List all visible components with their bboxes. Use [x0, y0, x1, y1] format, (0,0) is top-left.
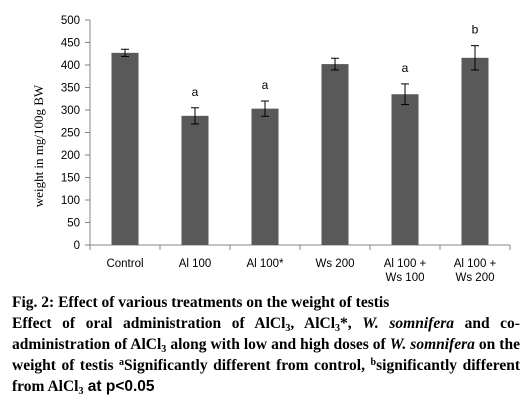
caption-subscript: 3 — [285, 323, 291, 334]
caption-superscript: a — [119, 357, 125, 368]
y-tick-label: 200 — [61, 150, 80, 162]
caption-text: significantly different from AlCl — [12, 357, 521, 395]
x-tick-label: Control — [106, 258, 143, 270]
y-tick-label: 50 — [67, 218, 80, 230]
y-tick-label: 500 — [61, 15, 80, 27]
x-tick-label-line: Al 100 — [179, 258, 212, 270]
caption-text: on the weight of testis — [12, 336, 520, 374]
caption-body: Effect of oral administration of AlCl3, … — [12, 313, 520, 397]
caption-text: , AlCl — [290, 315, 336, 332]
figure-title: Effect of various treatments on the weig… — [58, 294, 390, 311]
caption-species-name: W. somnifera — [362, 315, 454, 332]
y-tick-label: 450 — [61, 38, 80, 50]
caption-species-name: W. somnifera — [389, 336, 475, 353]
significance-label: a — [262, 78, 269, 92]
caption-text: *, — [340, 315, 363, 332]
significance-label: a — [192, 85, 199, 99]
bar — [251, 108, 279, 246]
caption-text: Significantly different from control, — [124, 357, 371, 374]
caption-superscript: b — [370, 357, 377, 368]
bar — [391, 94, 419, 245]
x-tick-label: Al 100 + Ws 100 — [384, 258, 427, 284]
y-tick-label: 400 — [61, 60, 80, 72]
significance-label: b — [472, 23, 479, 37]
bar — [461, 57, 489, 245]
bar — [321, 64, 349, 245]
significance-label: a — [402, 61, 409, 75]
x-tick-label: Ws 200 — [316, 258, 355, 270]
bar — [181, 115, 209, 245]
y-tick-label: 350 — [61, 83, 80, 95]
caption-text: at p<0.05 — [83, 378, 155, 395]
y-tick-label: 100 — [61, 195, 80, 207]
caption-text: along with low and high doses of — [166, 336, 390, 353]
x-tick-label-line: Al 100 + — [454, 258, 497, 270]
x-tick-label-line: Ws 200 — [316, 258, 355, 270]
y-axis-label: weight in mg/100g BW — [31, 84, 46, 207]
caption-subscript: 3 — [335, 323, 341, 334]
x-tick-label-line: Al 100 + — [384, 258, 427, 270]
x-tick-label-line: Ws 200 — [456, 272, 495, 284]
x-tick-label-line: Ws 100 — [386, 272, 425, 284]
bar — [111, 52, 139, 245]
y-tick-label: 300 — [61, 105, 80, 117]
plot-area: 0 50 100 150 200 250 300 350 400 450 500 Control a Al… — [61, 15, 511, 284]
bar-chart: 0 50 100 150 200 250 300 350 400 450 500 Control a Al… — [31, 15, 511, 284]
figure-caption: Fig. 2: Effect of various treatments on … — [12, 292, 520, 397]
x-tick-label-line: Control — [106, 258, 143, 270]
caption-text: Effect of oral administration of AlCl — [12, 315, 286, 332]
caption-text: and co-administration of AlCl — [12, 315, 520, 353]
y-tick-label: 150 — [61, 173, 80, 185]
x-tick-label: Al 100 — [179, 258, 212, 270]
caption-subscript: 3 — [161, 344, 167, 355]
caption-title-line: Fig. 2: Effect of various treatments on … — [12, 292, 520, 313]
x-tick-label: Al 100* — [246, 258, 284, 270]
x-tick-label: Al 100 + Ws 200 — [454, 258, 497, 284]
figure-label: Fig. 2: — [12, 294, 55, 311]
x-tick-label-line: Al 100* — [246, 258, 284, 270]
y-tick-label: 0 — [74, 240, 80, 252]
caption-subscript: 3 — [78, 386, 84, 397]
y-tick-label: 250 — [61, 128, 80, 140]
